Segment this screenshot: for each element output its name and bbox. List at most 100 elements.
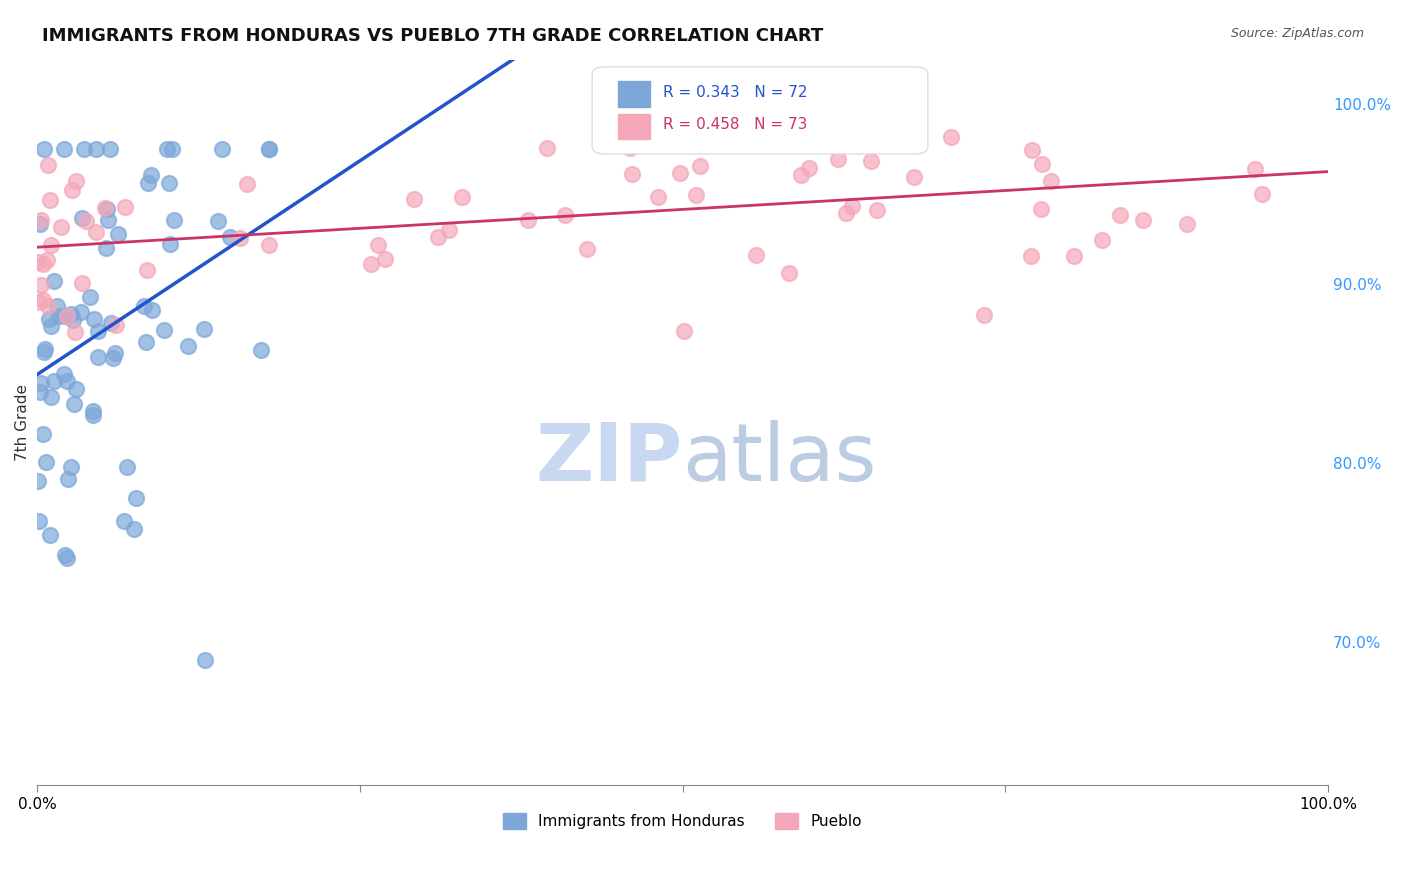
Point (37, 157, 59, 171)
Point (70, 304, 93, 318)
Point (973, 308, 995, 322)
Point (53, 309, 76, 323)
Text: R = 0.343   N = 72: R = 0.343 N = 72 (664, 85, 807, 100)
Text: atlas: atlas (682, 419, 877, 498)
Point (451, 190, 474, 204)
Point (176, 338, 198, 352)
Point (159, 237, 181, 252)
Point (162, 142, 184, 156)
Point (1251, 186, 1274, 201)
Point (125, 491, 148, 505)
Point (207, 214, 229, 228)
FancyBboxPatch shape (592, 67, 928, 154)
Point (883, 112, 905, 126)
Point (745, 128, 768, 142)
Point (1040, 173, 1063, 187)
Point (56, 309, 79, 323)
Point (162, 213, 184, 227)
Point (257, 238, 280, 252)
Point (554, 208, 576, 222)
Point (404, 193, 426, 207)
Point (84, 142, 107, 156)
Point (1132, 212, 1154, 227)
Point (73, 142, 96, 156)
Point (34, 345, 56, 359)
Point (367, 238, 389, 252)
Point (48, 310, 70, 324)
Point (100, 142, 122, 156)
Point (39, 390, 62, 404)
Point (360, 257, 382, 271)
Point (94, 241, 117, 255)
Point (30, 376, 52, 390)
Point (211, 142, 233, 156)
Point (38, 527, 60, 541)
Point (56, 472, 79, 486)
Point (28, 385, 51, 400)
Point (860, 154, 883, 169)
Point (619, 141, 641, 155)
Point (621, 167, 644, 181)
Point (437, 223, 460, 237)
Point (94, 201, 117, 215)
Point (194, 653, 217, 667)
Point (141, 303, 163, 318)
Text: R = 0.458   N = 73: R = 0.458 N = 73 (664, 118, 807, 132)
Point (1109, 208, 1132, 222)
Point (103, 351, 125, 365)
Point (536, 141, 558, 155)
Point (35, 252, 58, 267)
Point (63, 397, 86, 411)
Point (745, 248, 768, 262)
Point (427, 230, 450, 244)
Point (30, 217, 52, 231)
Point (114, 200, 136, 214)
Point (135, 263, 157, 277)
Point (53, 142, 76, 156)
Point (104, 345, 127, 359)
Point (31, 257, 53, 271)
Point (49, 219, 72, 234)
Bar (619, 81, 650, 107)
Point (87, 350, 110, 364)
Point (62, 313, 84, 327)
Point (841, 199, 863, 213)
Point (669, 166, 692, 180)
Point (778, 266, 800, 280)
Point (685, 188, 707, 202)
Point (84, 225, 107, 239)
Point (751, 132, 773, 146)
Point (115, 460, 138, 475)
Point (903, 169, 925, 184)
Point (374, 252, 396, 266)
Text: Source: ZipAtlas.com: Source: ZipAtlas.com (1230, 27, 1364, 40)
Point (249, 343, 271, 357)
Point (141, 168, 163, 182)
Point (27, 295, 49, 310)
Point (52, 368, 75, 382)
Text: ZIP: ZIP (536, 419, 682, 498)
Point (866, 202, 889, 217)
Point (82, 403, 104, 417)
Point (59, 307, 82, 321)
Point (30, 278, 52, 293)
Point (83, 312, 105, 326)
Point (38, 312, 60, 326)
Point (35, 455, 58, 469)
Point (32, 142, 55, 156)
Point (72, 276, 94, 290)
Point (39, 193, 62, 207)
Point (65, 174, 87, 188)
Point (159, 176, 181, 190)
Point (82, 409, 104, 423)
Point (34, 342, 56, 356)
Point (56, 375, 79, 389)
Point (1175, 217, 1198, 231)
Point (1029, 202, 1052, 217)
Text: IMMIGRANTS FROM HONDURAS VS PUEBLO 7TH GRADE CORRELATION CHART: IMMIGRANTS FROM HONDURAS VS PUEBLO 7TH G… (42, 27, 824, 45)
Point (259, 142, 281, 156)
Point (797, 161, 820, 175)
Point (39, 318, 62, 333)
Point (70, 211, 93, 226)
Point (1063, 249, 1085, 263)
